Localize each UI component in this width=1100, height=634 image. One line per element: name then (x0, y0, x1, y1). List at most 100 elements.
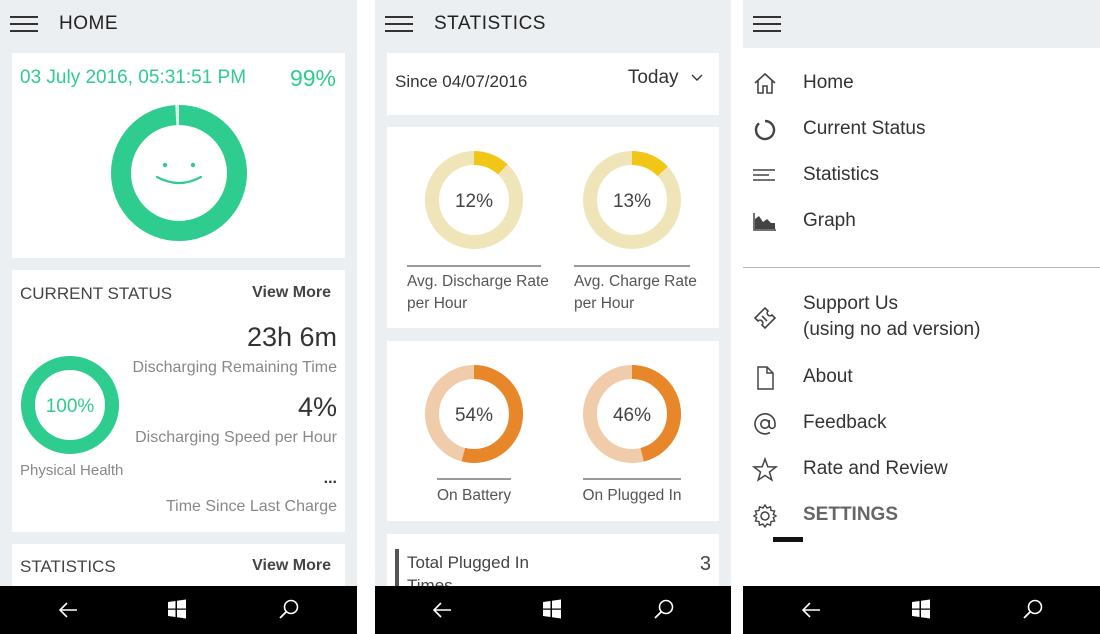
charge-rate-value: 13% (613, 191, 651, 212)
battery-card: 03 July 2016, 05:31:51 PM 99% (12, 53, 345, 258)
back-arrow-icon[interactable] (799, 598, 825, 622)
hamburger-menu-icon[interactable] (10, 14, 38, 34)
remaining-time-value: 23h 6m (246, 322, 337, 352)
system-nav-bar (743, 586, 1100, 634)
menu-item-home[interactable]: Home (743, 63, 1100, 103)
battery-datetime: 03 July 2016, 05:31:51 PM (20, 67, 247, 88)
area-chart-icon (753, 213, 776, 231)
on-battery-ring: 54% (425, 365, 523, 463)
on-battery-label: On Battery (437, 487, 512, 504)
menu-item-label: SETTINGS (803, 504, 899, 525)
at-sign-icon (754, 413, 776, 435)
menu-item-label: Graph (803, 210, 856, 231)
on-battery-value: 54% (455, 405, 493, 426)
total-plugged-label: Total Plugged In (407, 553, 529, 572)
system-nav-bar (375, 586, 731, 634)
time-since-charge-label: Time Since Last Charge (165, 498, 337, 515)
home-screen: HOME 03 July 2016, 05:31:51 PM 99% CURRE… (0, 0, 357, 634)
divider (574, 265, 690, 267)
star-icon (752, 457, 778, 482)
range-dropdown-value: Today (627, 67, 679, 88)
statistics-screen: STATISTICS Since 04/07/2016 Today 12% Av… (375, 0, 731, 634)
page-title: STATISTICS (434, 13, 546, 34)
support-us-sublabel: (using no ad version) (803, 319, 981, 340)
battery-ring (111, 105, 247, 241)
menu-item-feedback[interactable]: Feedback (743, 403, 1100, 443)
accent-bar (395, 549, 399, 594)
charge-rate-sublabel: per Hour (574, 295, 635, 312)
menu-item-current-status[interactable]: Current Status (743, 109, 1100, 149)
charge-rate-ring: 13% (583, 151, 681, 249)
top-bar: STATISTICS (375, 0, 731, 48)
menu-item-label: Statistics (803, 164, 880, 185)
menu-item-label: Current Status (803, 118, 926, 139)
discharge-rate-ring: 12% (425, 151, 523, 249)
menu-screen: Home Current Status Statistics Graph Sup… (743, 0, 1100, 634)
page-title: HOME (59, 13, 118, 34)
charge-rate-label: Avg. Charge Rate (574, 273, 697, 290)
on-plugged-label: On Plugged In (582, 487, 682, 504)
menu-item-graph[interactable]: Graph (743, 201, 1100, 241)
menu-item-rate-and-review[interactable]: Rate and Review (743, 449, 1100, 489)
discharging-speed-label: Discharging Speed per Hour (135, 429, 337, 446)
menu-item-statistics[interactable]: Statistics (743, 155, 1100, 195)
menu-item-support-us[interactable]: Support Us (using no ad version) (743, 291, 1100, 347)
divider (437, 478, 511, 480)
discharge-rate-value: 12% (455, 191, 493, 212)
search-icon[interactable] (652, 598, 678, 622)
on-plugged-ring: 46% (583, 365, 681, 463)
statistics-view-more-link[interactable]: View More (252, 557, 331, 574)
menu-item-about[interactable]: About (743, 357, 1100, 397)
menu-item-label: Home (803, 72, 854, 93)
search-icon[interactable] (277, 598, 303, 622)
chevron-down-icon (691, 74, 703, 81)
since-date: Since 04/07/2016 (395, 72, 528, 91)
menu-divider (743, 267, 1100, 268)
menu-item-label: Rate and Review (803, 458, 948, 479)
home-icon (754, 72, 776, 94)
support-us-label: Support Us (803, 293, 899, 314)
usage-card: 54% On Battery 46% On Plugged In (387, 341, 719, 521)
statistics-card: STATISTICS View More (12, 544, 345, 594)
range-dropdown[interactable]: Today (628, 67, 703, 99)
physical-health-ring: 100% (21, 356, 119, 454)
total-plugged-card: Total Plugged In Times 3 (387, 534, 719, 595)
time-since-charge-value: ... (323, 470, 337, 487)
search-icon[interactable] (1021, 598, 1047, 622)
discharging-speed-value: 4% (297, 392, 337, 422)
menu-item-label: About (803, 366, 853, 387)
top-bar (743, 0, 1100, 48)
ticket-icon (753, 306, 777, 330)
current-status-heading: CURRENT STATUS (20, 284, 173, 303)
document-icon (757, 366, 774, 390)
smiley-face-icon (155, 162, 203, 185)
tiny-indicator-bar (773, 537, 803, 542)
divider (407, 265, 541, 267)
top-bar: HOME (0, 0, 357, 48)
lines-icon (753, 169, 775, 181)
windows-logo-icon[interactable] (166, 598, 192, 622)
menu-item-settings[interactable]: SETTINGS (743, 495, 1100, 535)
gear-icon (752, 503, 778, 529)
windows-logo-icon[interactable] (541, 598, 567, 622)
on-plugged-value: 46% (613, 405, 651, 426)
current-status-card: CURRENT STATUS View More 100% Physical H… (12, 270, 345, 532)
status-ring-icon (754, 119, 776, 141)
discharge-rate-label: Avg. Discharge Rate (407, 273, 549, 290)
hamburger-menu-icon[interactable] (753, 14, 781, 34)
menu-item-label: Feedback (803, 412, 887, 433)
back-arrow-icon[interactable] (430, 598, 456, 622)
current-status-view-more-link[interactable]: View More (252, 284, 331, 301)
total-plugged-value: 3 (699, 553, 711, 575)
battery-percent: 99% (289, 65, 336, 91)
back-arrow-icon[interactable] (56, 598, 82, 622)
system-nav-bar (0, 586, 357, 634)
date-range-card: Since 04/07/2016 Today (387, 53, 719, 115)
physical-health-value: 100% (46, 396, 95, 417)
statistics-heading: STATISTICS (20, 557, 116, 576)
hamburger-menu-icon[interactable] (385, 14, 413, 34)
windows-logo-icon[interactable] (910, 598, 936, 622)
remaining-time-label: Discharging Remaining Time (132, 359, 337, 376)
discharge-rate-sublabel: per Hour (407, 295, 468, 312)
rate-card: 12% Avg. Discharge Rate per Hour 13% Avg… (387, 127, 719, 328)
